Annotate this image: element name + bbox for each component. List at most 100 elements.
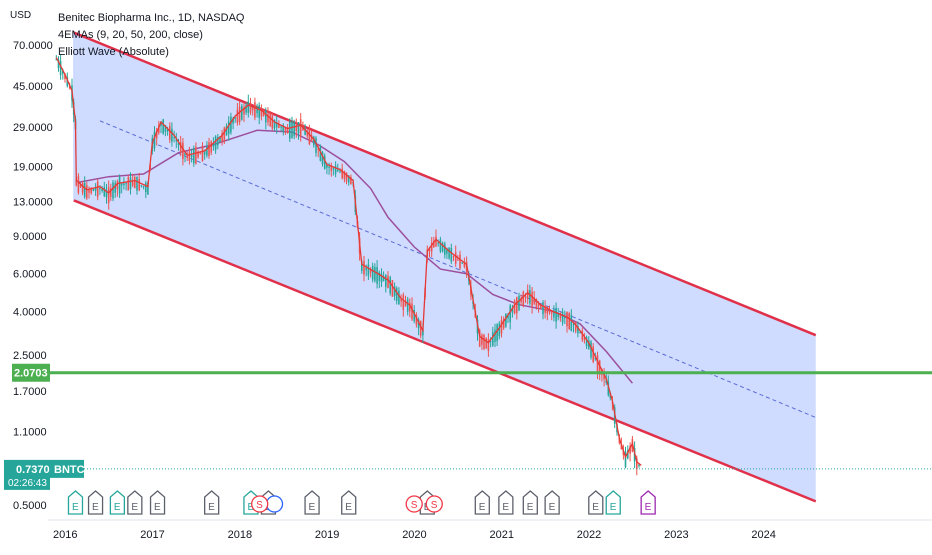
candle-body: [214, 136, 217, 151]
earnings-marker[interactable]: [204, 490, 220, 515]
candle-body: [64, 73, 66, 79]
candle-body: [624, 451, 627, 468]
candle-body: [195, 147, 197, 164]
candle-body: [77, 176, 80, 193]
candle-body: [171, 128, 173, 142]
earnings-marker[interactable]: [544, 490, 560, 515]
candle-body: [590, 341, 592, 358]
candle-body: [179, 142, 182, 152]
candle-body: [598, 360, 601, 375]
candle-body: [101, 189, 103, 191]
candle-body: [223, 127, 226, 141]
candle-body: [66, 77, 69, 87]
candle-body: [201, 145, 204, 162]
candle-body: [347, 175, 350, 183]
split-marker[interactable]: [425, 495, 443, 513]
earnings-marker[interactable]: [498, 490, 514, 515]
channel-midline[interactable]: [99, 120, 816, 418]
earnings-marker[interactable]: [640, 490, 656, 515]
ticker-label: BNTC: [54, 464, 85, 476]
candle-body: [481, 335, 483, 345]
candle-body: [62, 70, 64, 74]
earnings-marker[interactable]: [304, 490, 320, 515]
candle-body: [417, 319, 420, 329]
candle-body: [374, 267, 376, 281]
candle-body: [271, 115, 274, 129]
earnings-marker[interactable]: [605, 490, 621, 515]
earnings-marker[interactable]: [67, 490, 84, 515]
candle-body: [492, 332, 494, 346]
split-marker[interactable]: [251, 495, 269, 513]
candle-body: [175, 139, 178, 142]
x-tick-label: 2023: [664, 529, 688, 541]
candle-body: [247, 101, 250, 113]
candle-body: [308, 129, 311, 145]
currency-label: USD: [10, 10, 31, 21]
candle-body: [206, 146, 208, 156]
candle-body: [256, 107, 258, 114]
candle-body: [413, 310, 415, 321]
candle-body: [422, 329, 424, 336]
channel-upper-line[interactable]: [73, 31, 817, 337]
candle-body: [581, 331, 584, 341]
candle-body: [566, 311, 568, 327]
candle-body: [162, 119, 164, 134]
split-marker-label: S: [431, 500, 438, 511]
indicator-elliott-wave[interactable]: Elliott Wave (Absolute): [58, 46, 169, 58]
candle-body: [638, 464, 640, 467]
earnings-marker[interactable]: [522, 490, 538, 515]
candle-body: [212, 143, 215, 147]
candle-body: [140, 185, 143, 187]
split-marker[interactable]: [405, 495, 423, 513]
candle-body: [339, 171, 341, 173]
candle-body: [103, 187, 106, 197]
earnings-marker-label: E: [309, 502, 316, 513]
y-tick-label: 19.0000: [13, 161, 53, 173]
candle-body: [284, 128, 287, 131]
y-tick-label: 13.0000: [13, 197, 53, 209]
candle-body: [188, 152, 191, 161]
candle-body: [459, 254, 461, 269]
earnings-marker[interactable]: [474, 490, 490, 515]
earnings-marker[interactable]: [149, 490, 166, 515]
candle-body: [169, 126, 171, 140]
earnings-marker[interactable]: [127, 490, 143, 515]
dividend-marker[interactable]: [265, 495, 284, 513]
earnings-marker-label: E: [527, 502, 534, 513]
y-tick-label: 1.7000: [13, 386, 47, 398]
earnings-marker-label: E: [645, 502, 652, 513]
candle-body: [193, 148, 195, 164]
earnings-marker-label: E: [247, 502, 254, 513]
candle-body: [291, 121, 293, 138]
candle-body: [596, 355, 599, 372]
candle-body: [400, 299, 402, 302]
candle-body: [570, 314, 573, 332]
candle-body: [147, 182, 149, 195]
candle-body: [478, 330, 481, 347]
candle-body: [249, 103, 252, 113]
earnings-marker[interactable]: [588, 490, 604, 515]
earnings-marker[interactable]: [341, 490, 357, 515]
candle-body: [123, 183, 125, 185]
candle-body: [498, 323, 501, 337]
channel-lower-line[interactable]: [73, 199, 817, 503]
candle-body: [254, 102, 256, 118]
candle-body: [343, 171, 346, 179]
candle-body: [511, 307, 514, 313]
candle-body: [622, 450, 625, 455]
indicator-emas[interactable]: 4EMAs (9, 20, 50, 200, close): [58, 29, 203, 41]
candle-body: [166, 129, 169, 132]
candle-body: [441, 242, 444, 252]
candle-body: [230, 116, 232, 133]
earnings-marker[interactable]: [87, 490, 104, 515]
candle-body: [114, 183, 116, 193]
candle-body: [112, 182, 114, 199]
candle-body: [190, 155, 193, 157]
earnings-marker[interactable]: [109, 490, 126, 515]
candle-body: [262, 112, 265, 116]
candle-body: [516, 297, 518, 314]
candle-body: [273, 119, 276, 129]
candle-body: [452, 256, 455, 258]
candle-body: [406, 299, 409, 312]
